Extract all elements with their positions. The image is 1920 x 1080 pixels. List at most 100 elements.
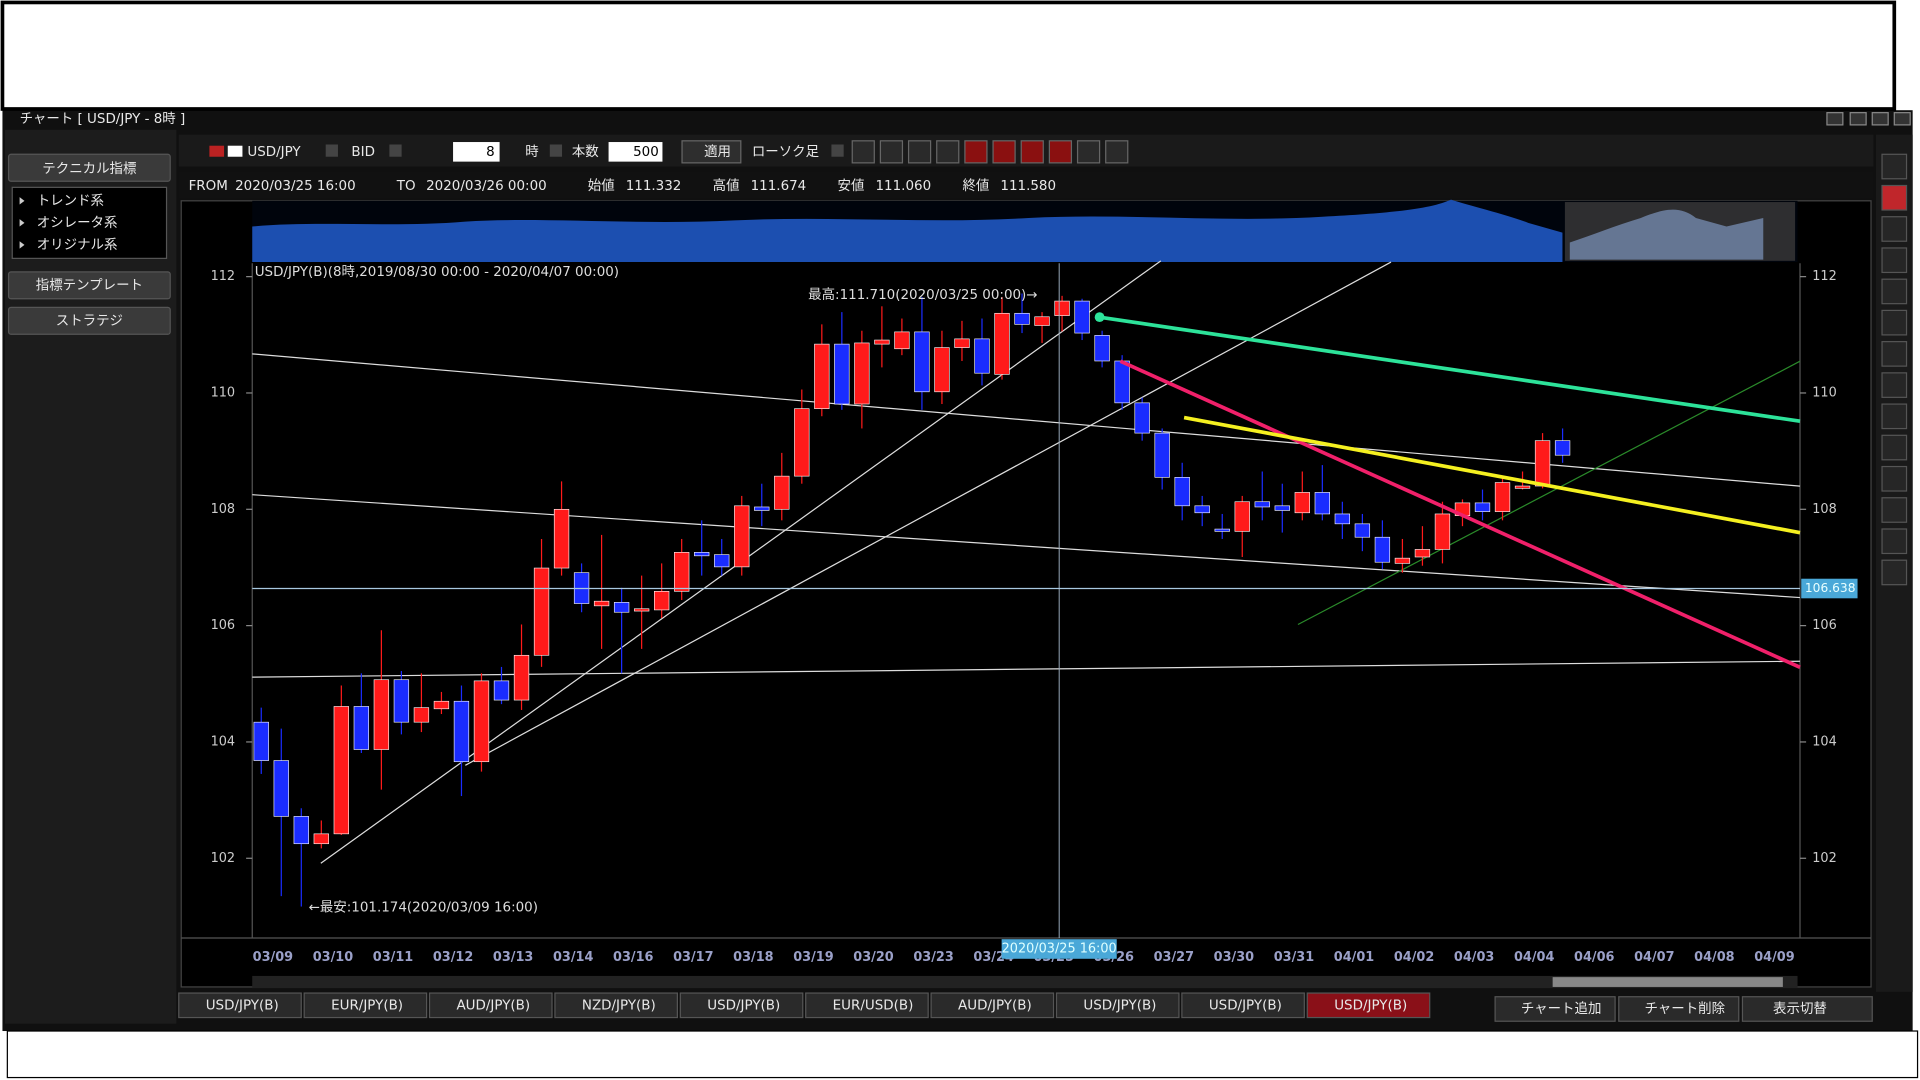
chart-tab[interactable] bbox=[1055, 992, 1180, 1019]
chart-style[interactable]: ローソク足 bbox=[752, 144, 819, 160]
candle-body bbox=[1394, 557, 1411, 564]
candle-body bbox=[553, 508, 570, 569]
candle-body bbox=[734, 505, 750, 568]
draw-tool[interactable] bbox=[1881, 216, 1908, 242]
count-input[interactable] bbox=[608, 142, 663, 162]
draw-tool[interactable] bbox=[1881, 153, 1908, 180]
candle-body bbox=[413, 707, 430, 723]
chart-tab[interactable] bbox=[930, 992, 1055, 1019]
draw-tool[interactable] bbox=[1881, 434, 1908, 461]
chart-tab[interactable] bbox=[554, 992, 679, 1019]
drawn-lines bbox=[1094, 312, 1801, 670]
x-tick-label: 03/11 bbox=[373, 950, 414, 965]
tool-icon[interactable] bbox=[1048, 140, 1073, 164]
x-tick-label: 03/13 bbox=[493, 950, 533, 965]
chart-tab[interactable] bbox=[178, 992, 302, 1019]
draw-tool[interactable] bbox=[1881, 372, 1908, 398]
draw-tool[interactable] bbox=[1881, 559, 1908, 586]
y-tick-label: 104 bbox=[211, 734, 236, 749]
chart-tab-label: USD/JPY(B) bbox=[206, 998, 279, 1013]
info-value: 111.580 bbox=[1000, 179, 1056, 194]
remove-chart-button[interactable] bbox=[1618, 996, 1740, 1022]
price-dropdown[interactable] bbox=[389, 144, 402, 157]
x-tick-label: 04/01 bbox=[1334, 950, 1375, 965]
draw-tool[interactable] bbox=[1881, 184, 1908, 211]
scrollbar[interactable] bbox=[252, 975, 1798, 989]
chart-tab[interactable] bbox=[303, 992, 428, 1019]
chart-tab[interactable] bbox=[428, 992, 553, 1019]
candle-body bbox=[1514, 485, 1531, 489]
candle-body bbox=[1154, 432, 1170, 478]
draw-tool[interactable] bbox=[1881, 247, 1908, 274]
tool-icon[interactable] bbox=[1105, 140, 1129, 164]
x-tick-label: 03/14 bbox=[553, 950, 594, 965]
price-label-box bbox=[1801, 578, 1858, 599]
candle-body bbox=[353, 706, 370, 750]
add-chart-button[interactable] bbox=[1494, 996, 1616, 1022]
tree-item[interactable]: トレンド系 bbox=[37, 193, 104, 209]
style-dropdown[interactable] bbox=[831, 144, 844, 157]
technical-button[interactable] bbox=[7, 153, 171, 182]
draw-tool[interactable] bbox=[1881, 528, 1908, 555]
template-button[interactable] bbox=[7, 271, 171, 300]
draw-tool[interactable] bbox=[1881, 278, 1908, 305]
tool-icon[interactable] bbox=[907, 140, 932, 164]
price-type[interactable]: BID bbox=[351, 145, 375, 160]
chart-tab[interactable] bbox=[805, 992, 929, 1019]
chart-tab[interactable] bbox=[1306, 992, 1431, 1019]
candle-body bbox=[1534, 440, 1551, 487]
tree-arrow bbox=[19, 219, 25, 227]
chart-tab[interactable] bbox=[679, 992, 804, 1019]
candle-body bbox=[293, 816, 309, 845]
draw-tool[interactable] bbox=[1881, 497, 1908, 523]
info-value: 111.674 bbox=[751, 179, 807, 194]
chart-tab-label: AUD/JPY(B) bbox=[958, 998, 1032, 1013]
candle-body bbox=[1014, 312, 1030, 325]
chart-tab-label: USD/JPY(B) bbox=[1083, 998, 1156, 1013]
draw-tool[interactable] bbox=[1881, 465, 1908, 492]
tree-item[interactable]: オリジナル系 bbox=[37, 237, 118, 253]
info-label: 高値 bbox=[713, 177, 740, 194]
candle-body bbox=[1134, 402, 1150, 434]
tool-icon[interactable] bbox=[1076, 140, 1101, 164]
y-tick-label: 102 bbox=[1812, 851, 1837, 866]
tree-item[interactable]: オシレータ系 bbox=[37, 215, 118, 231]
x-tick-label: 04/02 bbox=[1394, 950, 1434, 965]
flag-jp bbox=[227, 145, 243, 157]
draw-tool[interactable] bbox=[1881, 403, 1908, 430]
candle-body bbox=[794, 408, 810, 477]
symbol[interactable]: USD/JPY bbox=[247, 145, 301, 160]
candle-body bbox=[533, 567, 550, 656]
tool-icon[interactable] bbox=[936, 140, 960, 164]
apply-button[interactable] bbox=[681, 140, 742, 164]
y-tick-label: 104 bbox=[1812, 734, 1837, 749]
info-value: 111.332 bbox=[626, 179, 682, 194]
candle-body bbox=[1194, 505, 1210, 514]
tool-icon[interactable] bbox=[879, 140, 904, 164]
draw-tool[interactable] bbox=[1881, 309, 1908, 336]
chart-tab[interactable] bbox=[1181, 992, 1305, 1019]
period-unit: 時 bbox=[525, 144, 538, 160]
series-title: USD/JPY(B)(8時,2019/08/30 00:00 - 2020/04… bbox=[255, 264, 619, 280]
tool-icon[interactable] bbox=[992, 140, 1016, 164]
symbol-dropdown[interactable] bbox=[325, 144, 338, 157]
to-value: 2020/03/26 00:00 bbox=[426, 179, 547, 194]
draw-tool[interactable] bbox=[1881, 341, 1908, 367]
candle-body bbox=[714, 554, 730, 568]
x-tick-label: 03/19 bbox=[793, 950, 834, 965]
tool-icon[interactable] bbox=[964, 140, 988, 164]
strategy-label: ストラテジ bbox=[56, 314, 123, 329]
candle-body bbox=[1494, 482, 1511, 512]
candle-body bbox=[894, 331, 910, 350]
to-label: TO bbox=[396, 179, 416, 194]
window-controls[interactable] bbox=[1826, 112, 1911, 126]
count-value: 500 bbox=[633, 145, 659, 160]
period-input[interactable] bbox=[453, 142, 500, 162]
top-blank bbox=[0, 0, 1897, 111]
scroll-thumb[interactable] bbox=[1552, 977, 1783, 987]
tool-icon[interactable] bbox=[1020, 140, 1044, 164]
tool-icon[interactable] bbox=[851, 140, 875, 164]
toggle-view-button[interactable] bbox=[1741, 996, 1873, 1022]
strategy-button[interactable] bbox=[7, 306, 171, 335]
unit-dropdown[interactable] bbox=[549, 144, 563, 157]
